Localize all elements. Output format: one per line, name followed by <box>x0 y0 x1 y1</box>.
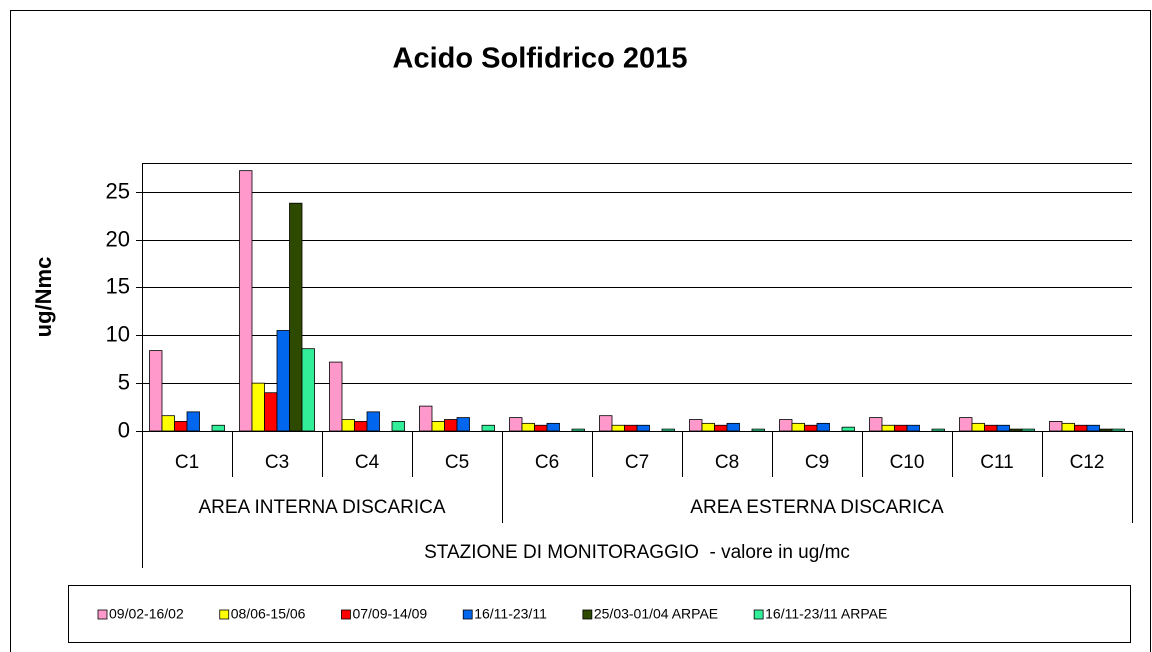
y-tick-label: 0 <box>118 417 130 442</box>
legend-swatch <box>341 609 351 620</box>
bar <box>984 424 998 432</box>
x-axis-label: STAZIONE DI MONITORAGGIO - valore in ug/… <box>424 542 850 563</box>
x-tick-label: C9 <box>805 452 829 473</box>
bar <box>456 417 470 432</box>
bar <box>894 424 908 432</box>
bar <box>841 426 855 432</box>
bar <box>1021 428 1035 432</box>
group-label: AREA INTERNA DISCARICA <box>198 497 445 518</box>
bar <box>1009 428 1023 432</box>
bar <box>186 411 200 432</box>
x-tick-label: C5 <box>445 452 469 473</box>
bar <box>726 422 740 432</box>
x-tick-label: C12 <box>1070 452 1105 473</box>
bar <box>444 419 458 432</box>
bar <box>959 417 973 432</box>
chart-title: Acido Solfidrico 2015 <box>393 43 688 75</box>
bar <box>906 424 920 432</box>
bar <box>211 424 225 432</box>
bar <box>1061 422 1075 432</box>
bar <box>1099 428 1113 432</box>
y-tick-label: 15 <box>106 273 130 298</box>
bar <box>599 415 613 432</box>
bar <box>996 424 1010 432</box>
bar <box>571 428 585 432</box>
bar <box>264 392 278 432</box>
bar <box>791 422 805 432</box>
bar <box>661 428 675 432</box>
x-tick-label: C1 <box>175 452 199 473</box>
y-tick-label: 25 <box>106 178 130 203</box>
bar <box>1111 428 1125 432</box>
x-tick-label: C4 <box>355 452 380 473</box>
bar <box>481 424 495 432</box>
legend-swatch <box>582 609 593 620</box>
bar <box>869 417 883 432</box>
bar <box>881 424 895 432</box>
bar <box>689 419 703 432</box>
bar <box>751 428 765 432</box>
bar <box>391 421 405 432</box>
bar <box>971 422 985 432</box>
bar <box>714 424 728 432</box>
bar <box>161 415 175 432</box>
bar <box>779 419 793 432</box>
x-tick-label: C6 <box>535 452 559 473</box>
bar <box>174 421 188 432</box>
bar <box>276 330 290 432</box>
bar <box>1049 421 1063 432</box>
bar <box>521 422 535 432</box>
bar <box>341 419 355 432</box>
bar <box>546 422 560 432</box>
group-label: AREA ESTERNA DISCARICA <box>690 497 944 518</box>
legend-label: 08/06-15/06 <box>231 606 306 622</box>
bar <box>354 421 368 432</box>
legend-swatch <box>219 609 230 620</box>
bar <box>701 422 715 432</box>
bar <box>239 170 253 432</box>
legend-swatch <box>97 609 108 620</box>
bar <box>816 422 830 432</box>
legend-swatch <box>753 609 764 620</box>
bar <box>509 417 523 432</box>
legend-swatch <box>462 609 473 620</box>
y-axis-label: ug/Nmc <box>31 257 56 338</box>
bar <box>366 411 380 432</box>
bar <box>1074 424 1088 432</box>
bar <box>931 428 945 432</box>
legend-label: 16/11-23/11 <box>474 606 547 622</box>
bar <box>804 424 818 432</box>
y-tick-label: 5 <box>118 369 130 394</box>
bar <box>329 361 343 432</box>
x-tick-label: C11 <box>980 452 1013 473</box>
bar <box>301 348 315 432</box>
y-tick-label: 20 <box>106 226 130 251</box>
bar <box>1086 424 1100 432</box>
x-tick-label: C3 <box>265 452 289 473</box>
x-tick-label: C7 <box>625 452 649 473</box>
bar <box>611 424 625 432</box>
bar <box>431 421 445 432</box>
bar <box>251 382 265 432</box>
bar <box>289 202 303 432</box>
legend-box <box>68 585 1131 643</box>
legend-label: 07/09-14/09 <box>352 606 427 622</box>
bar <box>149 350 163 432</box>
legend-label: 16/11-23/11 ARPAE <box>765 606 887 622</box>
bar <box>636 424 650 432</box>
x-tick-label: C8 <box>715 452 739 473</box>
legend-label: 09/02-16/02 <box>109 606 184 622</box>
bar <box>534 424 548 432</box>
legend-label: 25/03-01/04 ARPAE <box>594 606 718 622</box>
x-tick-label: C10 <box>890 452 925 473</box>
chart-border <box>10 10 1151 652</box>
y-tick-label: 10 <box>106 321 130 346</box>
bar <box>419 405 433 432</box>
bar <box>624 424 638 432</box>
